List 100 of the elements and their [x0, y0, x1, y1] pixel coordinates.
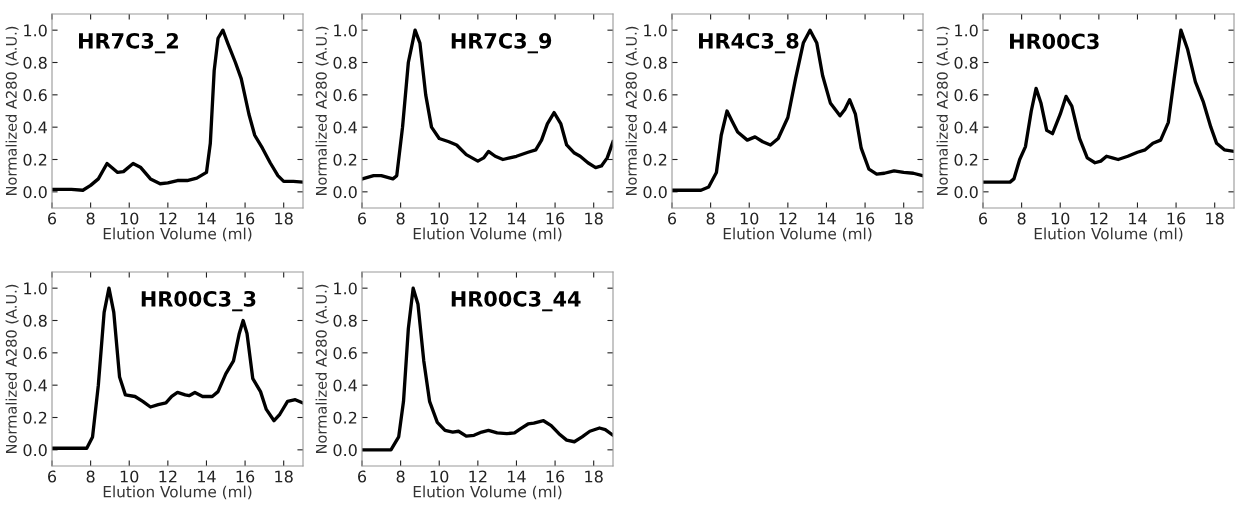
text: HR00C3_3	[141, 290, 256, 312]
x-tick-label: 18	[1206, 212, 1224, 225]
x-axis-title: Elution Volume (ml)	[103, 485, 252, 500]
y-tick-label: 0.0	[23, 186, 47, 199]
line-series	[52, 28, 303, 192]
x-tick-label: 16	[1167, 212, 1186, 225]
text: HR00C3	[1010, 33, 1099, 50]
x-tick-label: 18	[585, 212, 603, 225]
x-axis-title: Elution Volume (ml)	[723, 227, 872, 242]
x-tick-label: 14	[508, 470, 526, 483]
line-series	[672, 28, 923, 192]
x-axis-title: Elution Volume (ml)	[1034, 227, 1183, 242]
y-tick-label: 0.8	[954, 56, 978, 69]
x-tick-label: 18	[895, 212, 913, 225]
y-tick-label: 0.6	[643, 89, 667, 102]
x-axis-title: Elution Volume (ml)	[103, 227, 252, 242]
x-tick-label: 8	[86, 470, 95, 483]
x-tick-label: 18	[275, 212, 293, 225]
y-axis-title: Normalized A280 (A.U.)	[315, 26, 329, 195]
y-tick-label: 0.0	[954, 186, 978, 199]
x-tick-label: 16	[546, 212, 565, 225]
x-tick-label: 14	[818, 212, 836, 225]
x-tick-label: 16	[856, 212, 875, 225]
y-tick-label: 1.0	[955, 24, 978, 37]
x-tick-label: 18	[585, 470, 603, 483]
y-tick-label: 0.0	[333, 444, 357, 457]
y-tick-label: 0.4	[23, 121, 47, 134]
text: HR7C3_2	[79, 32, 178, 54]
line-series	[983, 28, 1234, 184]
x-tick-label: 10	[120, 212, 139, 225]
x-tick-label: 6	[48, 470, 57, 483]
y-tick-label: 0.6	[954, 89, 978, 102]
x-tick-label: 12	[1090, 212, 1108, 225]
x-tick-label: 10	[1051, 212, 1070, 225]
y-axis-title: Normalized A280 (A.U.)	[936, 26, 950, 195]
y-tick-label: 1.0	[644, 24, 667, 37]
x-tick-label: 8	[1017, 212, 1026, 225]
y-tick-label: 0.8	[23, 56, 47, 69]
x-tick-label: 14	[508, 212, 526, 225]
x-tick-label: 10	[740, 212, 759, 225]
line-series	[362, 28, 613, 181]
x-tick-label: 14	[198, 212, 216, 225]
x-tick-label: 8	[86, 212, 95, 225]
y-tick-label: 0.4	[333, 121, 357, 134]
x-tick-label: 10	[430, 470, 449, 483]
y-tick-label: 0.0	[643, 186, 667, 199]
y-tick-label: 0.4	[23, 379, 47, 392]
x-tick-label: 12	[779, 212, 797, 225]
x-tick-label: 6	[48, 212, 57, 225]
y-tick-label: 0.8	[333, 314, 357, 327]
line-series	[52, 286, 303, 450]
y-tick-label: 0.2	[23, 153, 47, 166]
y-tick-label: 0.2	[333, 153, 357, 166]
y-tick-label: 0.8	[333, 56, 357, 69]
y-tick-label: 0.8	[643, 56, 667, 69]
x-tick-label: 8	[396, 470, 405, 483]
y-axis-title: Normalized A280 (A.U.)	[5, 26, 19, 195]
y-tick-label: 0.4	[333, 379, 357, 392]
text: HR7C3_9	[451, 32, 552, 54]
x-tick-label: 6	[979, 212, 988, 225]
y-tick-label: 0.4	[954, 121, 978, 134]
x-tick-label: 8	[706, 212, 715, 225]
x-tick-label: 16	[236, 212, 255, 225]
y-axis-title: Normalized A280 (A.U.)	[625, 26, 639, 195]
y-tick-label: 0.2	[643, 153, 667, 166]
x-axis-title: Elution Volume (ml)	[413, 227, 562, 242]
y-tick-label: 0.2	[954, 153, 978, 166]
y-axis-title: Normalized A280 (A.U.)	[315, 284, 329, 453]
x-tick-label: 14	[198, 470, 216, 483]
x-tick-label: 6	[358, 470, 367, 483]
text: HR4C3_8	[699, 32, 799, 54]
y-tick-label: 0.6	[23, 347, 47, 360]
x-tick-label: 6	[668, 212, 677, 225]
x-tick-label: 10	[120, 470, 139, 483]
x-tick-label: 12	[469, 212, 487, 225]
y-tick-label: 0.6	[333, 89, 357, 102]
x-tick-label: 12	[469, 470, 487, 483]
y-tick-label: 0.8	[23, 314, 47, 327]
y-tick-label: 1.0	[334, 24, 357, 37]
y-tick-label: 0.0	[23, 444, 47, 457]
y-tick-label: 0.4	[643, 121, 667, 134]
x-tick-label: 6	[358, 212, 367, 225]
x-tick-label: 14	[1129, 212, 1147, 225]
x-tick-label: 8	[396, 212, 405, 225]
x-tick-label: 18	[275, 470, 293, 483]
y-tick-label: 1.0	[24, 24, 47, 37]
x-tick-label: 10	[430, 212, 449, 225]
line-series	[362, 286, 613, 452]
x-tick-label: 12	[159, 470, 177, 483]
y-tick-label: 1.0	[334, 282, 357, 295]
y-axis-title: Normalized A280 (A.U.)	[5, 284, 19, 453]
y-tick-label: 0.6	[333, 347, 357, 360]
x-tick-label: 16	[236, 470, 255, 483]
x-tick-label: 12	[159, 212, 177, 225]
y-tick-label: 0.0	[333, 186, 357, 199]
y-tick-label: 1.0	[24, 282, 47, 295]
x-axis-title: Elution Volume (ml)	[413, 485, 562, 500]
y-tick-label: 0.2	[23, 411, 47, 424]
y-tick-label: 0.2	[333, 411, 357, 424]
y-tick-label: 0.6	[23, 89, 47, 102]
